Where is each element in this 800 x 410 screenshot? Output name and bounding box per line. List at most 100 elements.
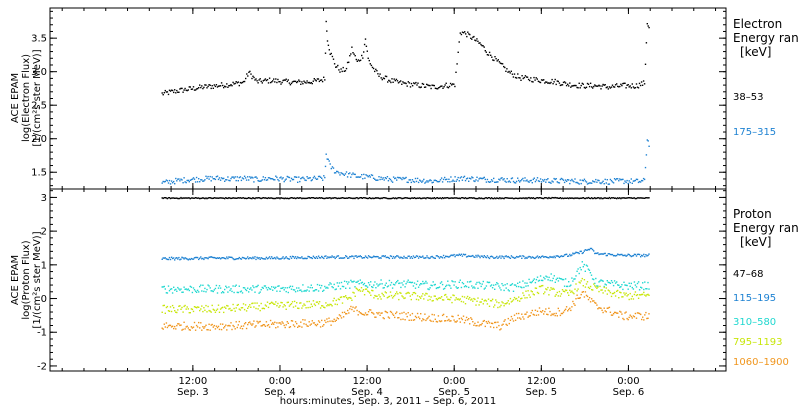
- data-point: [366, 257, 369, 259]
- data-point: [312, 255, 315, 257]
- data-point: [616, 290, 618, 292]
- data-point: [481, 322, 483, 325]
- data-point: [306, 289, 308, 291]
- data-point: [473, 286, 475, 288]
- data-point: [461, 255, 464, 257]
- data-point: [472, 321, 474, 323]
- data-point: [498, 61, 501, 63]
- data-point: [249, 70, 251, 73]
- data-point: [326, 305, 328, 307]
- data-point: [258, 257, 260, 259]
- data-point: [186, 197, 188, 199]
- data-point: [573, 292, 575, 295]
- data-point: [287, 301, 289, 303]
- data-point: [572, 300, 574, 303]
- data-point: [586, 295, 589, 298]
- data-point: [230, 84, 232, 86]
- data-point: [508, 180, 510, 182]
- data-point: [568, 281, 570, 283]
- data-point: [210, 290, 212, 292]
- data-point: [349, 308, 351, 310]
- data-point: [585, 294, 588, 297]
- data-point: [296, 197, 298, 199]
- data-point: [520, 255, 522, 257]
- data-point: [205, 197, 207, 199]
- data-point: [211, 197, 213, 200]
- data-point: [346, 176, 349, 178]
- data-point: [632, 315, 635, 317]
- data-point: [556, 315, 558, 317]
- data-point: [381, 312, 383, 314]
- data-point: [169, 90, 172, 92]
- data-point: [401, 312, 403, 314]
- data-point: [273, 323, 275, 325]
- data-point: [292, 306, 295, 308]
- data-point: [344, 173, 347, 175]
- data-point: [547, 178, 549, 180]
- data-point: [495, 299, 497, 301]
- data-point: [252, 323, 254, 325]
- data-point: [630, 87, 632, 89]
- data-point: [361, 174, 363, 176]
- data-point: [186, 89, 188, 92]
- data-point: [602, 197, 604, 200]
- data-point: [536, 310, 539, 312]
- data-point: [420, 283, 422, 285]
- data-point: [406, 85, 408, 87]
- data-point: [289, 326, 292, 328]
- data-point: [301, 81, 303, 83]
- data-point: [390, 197, 393, 200]
- data-point: [517, 73, 519, 75]
- data-point: [642, 255, 644, 257]
- data-point: [533, 278, 535, 280]
- data-point: [321, 305, 323, 307]
- data-point: [354, 255, 356, 257]
- data-point: [189, 258, 191, 261]
- data-point: [406, 292, 408, 294]
- data-point: [557, 280, 560, 282]
- data-point: [307, 286, 309, 288]
- data-point: [645, 197, 647, 199]
- data-point: [456, 178, 458, 181]
- data-point: [554, 256, 556, 259]
- data-point: [520, 79, 522, 81]
- data-point: [353, 292, 355, 294]
- data-point: [509, 197, 512, 199]
- data-point: [485, 51, 487, 53]
- data-point: [549, 181, 551, 184]
- data-point: [185, 326, 187, 328]
- data-point: [352, 281, 354, 283]
- data-point: [207, 85, 209, 88]
- electron-ylabel-line-3: [1/(cm²s ster MeV)]: [32, 49, 43, 146]
- data-point: [640, 197, 642, 199]
- data-point: [644, 197, 646, 199]
- data-point: [510, 315, 513, 318]
- data-point: [395, 197, 397, 199]
- data-point: [535, 179, 538, 181]
- data-point: [578, 82, 580, 84]
- data-point: [259, 258, 261, 260]
- data-point: [304, 319, 306, 321]
- data-point: [646, 288, 648, 290]
- data-point: [620, 311, 622, 313]
- data-point: [282, 322, 284, 324]
- data-point: [395, 293, 397, 295]
- data-point: [371, 197, 373, 200]
- data-point: [518, 77, 520, 79]
- data-point: [514, 197, 517, 199]
- data-point: [536, 276, 539, 278]
- data-point: [240, 325, 243, 327]
- data-point: [613, 291, 616, 294]
- data-point: [213, 289, 215, 291]
- data-point: [427, 84, 429, 86]
- data-point: [356, 309, 358, 312]
- data-point: [240, 82, 243, 84]
- data-point: [576, 181, 578, 184]
- data-point: [592, 87, 594, 89]
- data-point: [361, 257, 363, 259]
- data-point: [359, 290, 362, 292]
- data-point: [282, 286, 284, 289]
- data-point: [586, 249, 589, 251]
- data-point: [462, 253, 465, 255]
- data-point: [165, 322, 168, 324]
